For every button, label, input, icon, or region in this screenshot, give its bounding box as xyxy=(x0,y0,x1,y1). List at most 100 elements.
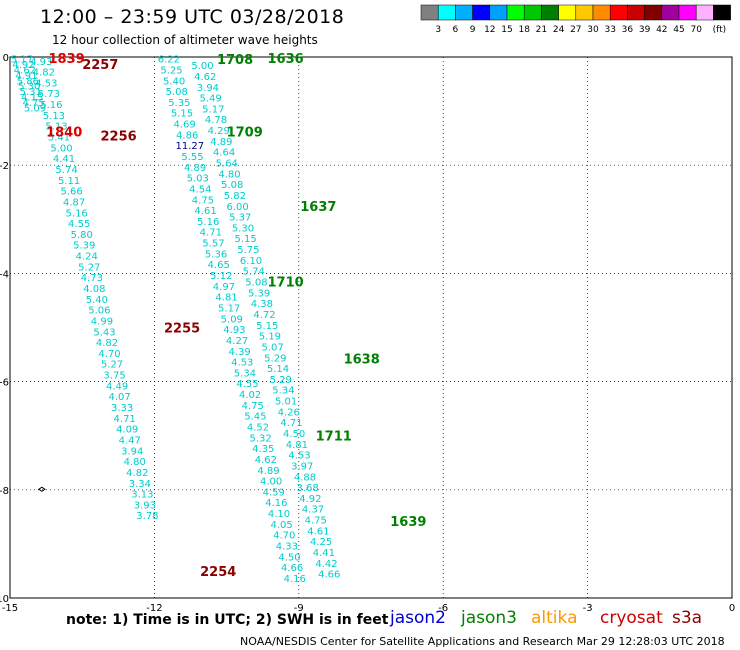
pass-time-label: 2257 xyxy=(82,58,118,73)
swh-value: 5.08 xyxy=(221,180,243,191)
colorbar-label: 27 xyxy=(570,25,581,35)
swh-value: 5.27 xyxy=(101,360,123,371)
colorbar-swatch xyxy=(713,4,731,21)
pass-time-label: 1710 xyxy=(268,276,304,291)
wave-height-colorbar: 3 6 9 12 15 18 21 24 27 30 33 36 39 42 45 70 (ft) xyxy=(420,4,731,35)
swh-value: 5.43 xyxy=(93,327,115,338)
mission-label-s3a: s3a xyxy=(672,608,703,628)
swh-value: 5.34 xyxy=(234,368,256,379)
swh-value: 5.40 xyxy=(163,76,185,87)
x-tick-label: 0 xyxy=(729,603,735,614)
swh-value: 5.49 xyxy=(199,94,221,105)
swh-value: 5.30 xyxy=(232,223,254,234)
swh-value: 4.16 xyxy=(284,574,306,585)
swh-value: 5.64 xyxy=(216,158,238,169)
colorbar-label: 3 xyxy=(435,25,441,35)
swh-value: 6.22 xyxy=(158,55,180,66)
coastline-marker xyxy=(37,486,46,492)
pass-time-label: 1711 xyxy=(316,430,352,445)
swh-value: 4.55 xyxy=(68,219,90,230)
swh-value: 4.16 xyxy=(265,498,287,509)
swh-value: 5.00 xyxy=(50,143,72,154)
colorbar-label: (ft) xyxy=(713,25,727,35)
swh-value: 4.71 xyxy=(114,414,136,425)
swh-value: 4.59 xyxy=(263,487,285,498)
swh-value: 4.80 xyxy=(218,169,240,180)
swh-value: 4.89 xyxy=(184,163,206,174)
map-frame xyxy=(9,56,733,599)
colorbar-label: 15 xyxy=(501,25,512,35)
map-title: 12:00 – 23:59 UTC 03/28/2018 xyxy=(40,6,345,28)
swh-value: 5.40 xyxy=(86,295,108,306)
swh-value: 5.74 xyxy=(55,165,77,176)
swh-value: 4.62 xyxy=(255,455,277,466)
swh-value: 4.81 xyxy=(286,440,308,451)
swh-value: 4.53 xyxy=(35,78,57,89)
colorbar-label: 21 xyxy=(536,25,547,35)
colorbar-label: 12 xyxy=(484,25,495,35)
swh-value: 4.71 xyxy=(280,418,302,429)
pass-time-label: 1709 xyxy=(227,126,263,141)
swh-value: 3.33 xyxy=(111,403,133,414)
mission-label-cryosat: cryosat xyxy=(600,608,663,628)
swh-value: 5.37 xyxy=(229,213,251,224)
swh-value: 4.61 xyxy=(307,526,329,537)
swh-value: 5.57 xyxy=(202,239,224,250)
swh-value: 5.35 xyxy=(168,98,190,109)
swh-value: 4.54 xyxy=(189,184,211,195)
swh-value: 4.49 xyxy=(106,381,128,392)
swh-value: 4.53 xyxy=(288,451,310,462)
swh-value: 4.55 xyxy=(236,379,258,390)
swh-value: 5.16 xyxy=(197,217,219,228)
swh-value: 4.27 xyxy=(226,336,248,347)
y-tick-label: -6 xyxy=(0,378,9,389)
colorbar-label: 9 xyxy=(470,25,476,35)
swh-value: 5.01 xyxy=(275,397,297,408)
swh-value: 4.61 xyxy=(194,206,216,217)
swh-value: 5.32 xyxy=(250,433,272,444)
mission-label-jason3: jason3 xyxy=(461,608,517,628)
swh-value: 4.62 xyxy=(14,65,36,76)
swh-value: 4.37 xyxy=(302,505,324,516)
swh-value: 4.47 xyxy=(119,435,141,446)
swh-value: 3.34 xyxy=(129,479,151,490)
swh-value: 5.06 xyxy=(88,306,110,317)
swh-value: 4.75 xyxy=(192,195,214,206)
pass-time-label: 2256 xyxy=(100,129,136,144)
pass-time-label: 1708 xyxy=(217,53,253,68)
swh-value: 5.45 xyxy=(244,412,266,423)
swh-value: 5.16 xyxy=(66,208,88,219)
credit-line: NOAA/NESDIS Center for Satellite Applica… xyxy=(240,635,725,648)
swh-value: 4.25 xyxy=(310,537,332,548)
swh-value: 4.50 xyxy=(283,429,305,440)
swh-value: 5.73 xyxy=(38,89,60,100)
pass-time-label: 1639 xyxy=(390,515,426,530)
swh-value: 5.19 xyxy=(259,332,281,343)
swh-value: 5.08 xyxy=(245,278,267,289)
swh-value: 4.08 xyxy=(83,284,105,295)
swh-value: 3.94 xyxy=(197,83,219,94)
colorbar-label: 39 xyxy=(639,25,651,35)
swh-value: 5.07 xyxy=(261,342,283,353)
y-tick-label: -8 xyxy=(0,486,9,497)
x-tick-label: -12 xyxy=(146,603,162,614)
colorbar-label: 70 xyxy=(690,25,702,35)
pass-time-label: 1839 xyxy=(49,52,85,67)
swh-value: 4.88 xyxy=(294,472,316,483)
swh-value: 5.15 xyxy=(171,109,193,120)
swh-value: 4.65 xyxy=(208,260,230,271)
swh-value: 4.73 xyxy=(81,273,103,284)
swh-value: 4.70 xyxy=(98,349,120,360)
swh-value: 4.82 xyxy=(33,68,55,79)
swh-value: 4.97 xyxy=(213,282,235,293)
swh-value: 4.99 xyxy=(91,316,113,327)
colorbar-label: 30 xyxy=(587,25,599,35)
swh-value: 4.78 xyxy=(205,115,227,126)
swh-value: 5.34 xyxy=(272,386,294,397)
swh-value: 4.42 xyxy=(315,559,337,570)
swh-value: 4.50 xyxy=(278,552,300,563)
map-subtitle: 12 hour collection of altimeter wave hei… xyxy=(52,33,318,47)
swh-value: 5.25 xyxy=(160,65,182,76)
colorbar-label: 42 xyxy=(656,25,667,35)
pass-time-label: 2254 xyxy=(200,565,236,580)
